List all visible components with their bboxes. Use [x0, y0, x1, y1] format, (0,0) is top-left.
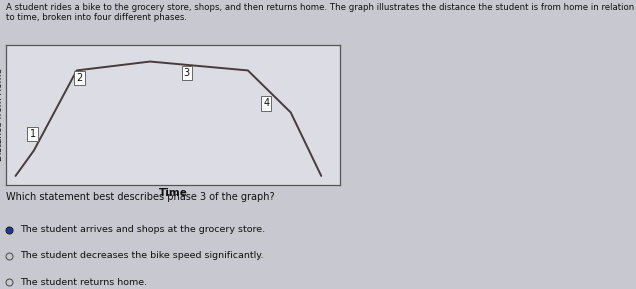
Text: 1: 1	[30, 129, 36, 139]
Text: 2: 2	[76, 73, 83, 83]
Text: A student rides a bike to the grocery store, shops, and then returns home. The g: A student rides a bike to the grocery st…	[6, 3, 635, 22]
Text: The student arrives and shops at the grocery store.: The student arrives and shops at the gro…	[20, 225, 265, 234]
Text: The student decreases the bike speed significantly.: The student decreases the bike speed sig…	[20, 251, 263, 260]
Text: Which statement best describes phase 3 of the graph?: Which statement best describes phase 3 o…	[6, 192, 275, 202]
Text: The student returns home.: The student returns home.	[20, 278, 147, 287]
Y-axis label: Distance from Home: Distance from Home	[0, 68, 4, 162]
Text: 3: 3	[184, 68, 190, 78]
Text: 4: 4	[263, 99, 269, 108]
X-axis label: Time: Time	[158, 188, 188, 198]
